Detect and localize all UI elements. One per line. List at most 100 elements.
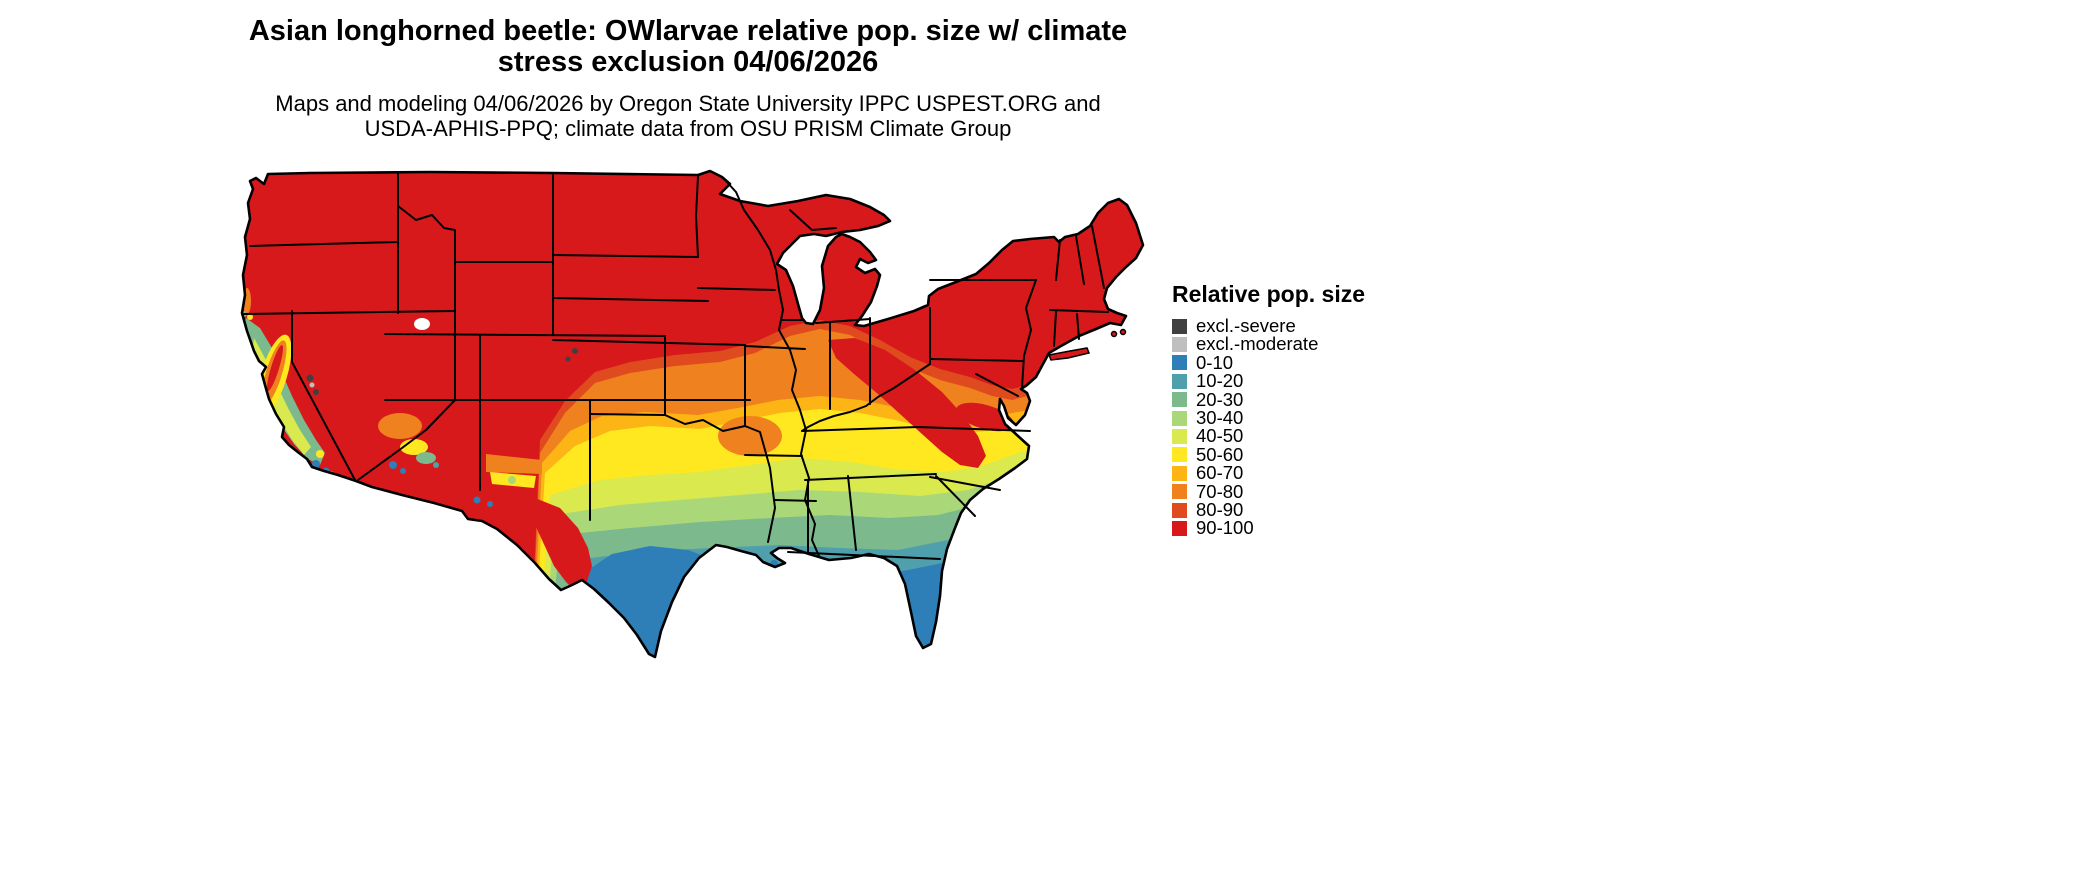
legend-item: 40-50 [1172,425,1365,447]
marthas-vineyard-island [1110,330,1118,338]
legend-swatch [1172,318,1187,334]
figure-title-line1: Asian longhorned beetle: OWlarvae relati… [248,15,1128,47]
great-salt-lake [414,318,430,330]
state-border-line [397,205,456,231]
legend-item-label: 40-50 [1196,425,1244,447]
us-outline-layer [240,169,1145,659]
legend-swatch [1172,465,1187,481]
us-outline [240,169,1145,659]
legend-item: 10-20 [1172,370,1365,392]
legend-title: Relative pop. size [1172,281,1366,307]
state-border-line [724,179,820,557]
sierra-exclusion-speck [306,374,314,382]
state-border-line [744,345,806,350]
state-border-line [1053,311,1057,347]
legend-swatch [1172,429,1187,445]
sierra-exclusion-speck [309,382,315,388]
state-border-line [935,475,976,517]
state-border-line [1055,239,1061,281]
legend-item: 20-30 [1172,388,1365,410]
state-border-line [552,339,746,346]
central-valley-red-core [267,345,283,391]
legend-item-label: 90-100 [1196,517,1254,539]
legend-swatch [1172,410,1187,426]
state-border-line [847,475,857,551]
legend-item: 60-70 [1172,462,1365,484]
figure-title-line2: stress exclusion 04/06/2026 [497,46,879,78]
state-border-line [552,297,709,302]
legend-item: excl.-moderate [1172,333,1365,355]
legend-item-label: 60-70 [1196,462,1244,484]
state-border-line [804,473,937,481]
state-border-line [249,241,399,247]
arizona-blue-dot [389,461,397,469]
legend-item-label: excl.-moderate [1196,333,1319,355]
state-border-line [589,413,666,416]
legend-swatch [1172,484,1187,500]
state-border-line [789,209,837,231]
state-border-line [815,318,871,324]
state-border-line [357,399,456,481]
ozark-orange-region [718,416,782,456]
el-paso-blue-dot [473,496,481,504]
legend: Relative pop. size excl.-severe excl.-mod… [1172,281,1365,538]
rockies-exclusion-speck [572,348,578,354]
el-paso-blue-dot [487,501,493,507]
legend-swatch [1172,447,1187,463]
legend-swatch [1172,337,1187,353]
state-border-line [384,333,666,337]
arizona-teal-dot [433,462,439,468]
state-border-line [1091,225,1105,289]
legend-item: 50-60 [1172,443,1365,465]
legend-swatch [1172,373,1187,389]
legend-swatch [1172,392,1187,408]
state-border-line [929,358,1023,362]
long-island [1047,347,1091,361]
state-border-line [744,425,776,543]
state-border-line [1075,235,1085,285]
legend-item-label: 70-80 [1196,480,1244,502]
southern-nm-orange-patch [486,454,542,474]
state-border-line [744,454,803,457]
legend-item-label: 10-20 [1196,370,1244,392]
southern-nm-green-dot [508,476,516,484]
state-border-line [241,310,456,315]
us-map-svg [240,169,1145,659]
state-border-line [929,476,1001,491]
state-border-line [1021,279,1037,389]
state-border-line [801,363,931,432]
oregon-coast-yellow-dot [247,314,253,320]
state-border-line [774,499,817,502]
state-border-line [975,373,1019,397]
legend-item-label: 80-90 [1196,498,1244,520]
legend-item: 90-100 [1172,517,1365,539]
socal-yellow-dot [316,450,324,458]
state-border-line [697,287,776,291]
nantucket-island [1119,328,1127,336]
arizona-orange-patch [378,413,422,439]
state-border-line [291,310,356,481]
map-panel [230,168,1145,668]
rockies-exclusion-speck [565,356,571,362]
legend-item-label: 50-60 [1196,443,1244,465]
legend-item-label: excl.-severe [1196,315,1296,336]
legend-item-label: 20-30 [1196,388,1244,410]
legend-item: excl.-severe [1172,315,1365,336]
legend-item: 0-10 [1172,351,1365,373]
figure-subtitle: Maps and modeling 04/06/2026 by Oregon S… [0,91,1376,141]
state-border-line [695,175,699,258]
state-border-line [1049,309,1109,313]
figure-subtitle-line2: USDA-APHIS-PPQ; climate data from OSU PR… [364,116,1012,141]
arizona-blue-dot [400,468,406,474]
legend-swatch [1172,520,1187,536]
figure-subtitle-line1: Maps and modeling 04/06/2026 by Oregon S… [275,91,1101,116]
legend-swatch [1172,502,1187,518]
state-border-line [552,254,699,258]
figure-header: Asian longhorned beetle: OWlarvae relati… [0,15,1376,142]
offshore-islands [1047,328,1127,361]
legend-items: excl.-severe excl.-moderate 0-10 10-20 20-30… [1172,315,1365,539]
legend-item-label: 0-10 [1196,351,1234,373]
state-border-line [664,414,746,432]
sierra-exclusion-speck [313,389,319,395]
arizona-yellow-patch [400,439,428,455]
